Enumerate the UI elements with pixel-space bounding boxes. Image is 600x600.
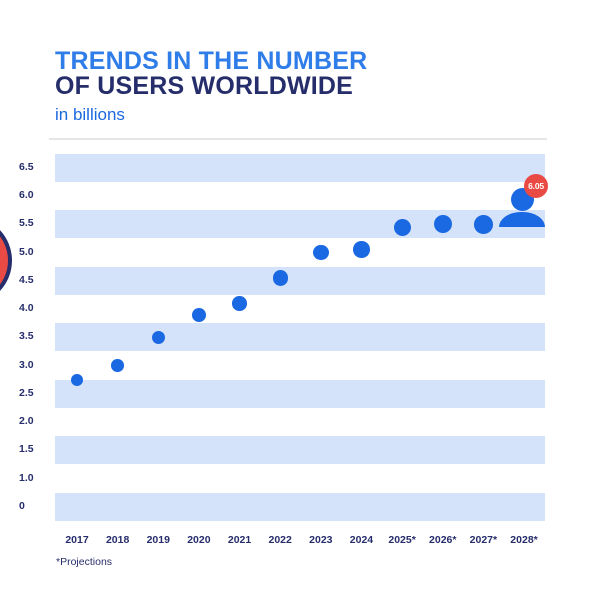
data-point	[111, 359, 124, 372]
x-tick-label: 2027*	[469, 534, 498, 546]
grid-band	[55, 266, 545, 295]
data-point	[433, 215, 452, 234]
x-tick-label: 2023	[309, 534, 333, 546]
data-point	[272, 270, 288, 286]
grid-band	[55, 379, 545, 408]
y-tick-label: 6.5	[19, 160, 34, 173]
data-point	[474, 215, 493, 234]
plot-top-border	[49, 138, 547, 140]
page-title: TRENDS IN THE NUMBER OF USERS WORLDWIDE	[55, 47, 368, 100]
y-tick-label: 6.0	[19, 189, 34, 202]
x-tick-label: 2018	[105, 534, 130, 546]
decorative-target-circle	[0, 216, 12, 305]
title-line-1: TRENDS IN THE NUMBER	[55, 47, 368, 75]
grid-band	[55, 492, 545, 521]
x-tick-label: 2017	[65, 534, 89, 546]
value-badge: 6.05	[524, 173, 549, 198]
grid-band	[55, 210, 545, 239]
x-tick-label: 2025*	[388, 534, 416, 546]
data-point	[353, 241, 370, 258]
y-tick-label: 2.5	[19, 386, 34, 399]
y-tick-label: 1.5	[19, 443, 34, 456]
y-tick-label: 5.0	[19, 245, 34, 258]
y-tick-label: 3.0	[19, 358, 34, 371]
data-point	[192, 307, 206, 322]
x-tick-label: 2028*	[510, 534, 538, 546]
y-tick-label: 2.0	[19, 415, 34, 428]
y-tick-label: 1.0	[19, 471, 34, 484]
y-tick-label: 4.0	[19, 302, 34, 315]
person-shoulders-icon	[499, 211, 546, 228]
x-tick-label: 2020	[187, 534, 211, 546]
title-line-2: OF USERS WORLDWIDE	[55, 71, 354, 100]
data-point	[232, 296, 247, 311]
y-tick-label: 3.5	[19, 330, 34, 343]
y-tick-label: 4.5	[19, 273, 34, 286]
x-tick-label: 2021	[227, 534, 252, 546]
y-tick-label: 5.5	[19, 217, 34, 230]
chart-subtitle: in billions	[55, 105, 125, 124]
grid-band	[55, 436, 545, 465]
x-tick-label: 2026*	[429, 534, 457, 546]
data-point	[312, 244, 329, 261]
x-tick-label: 2024	[349, 534, 374, 546]
x-tick-label: 2019	[146, 534, 170, 546]
projections-footnote: *Projections	[56, 556, 113, 568]
grid-band	[55, 323, 545, 352]
grid-band	[55, 153, 545, 182]
data-point	[71, 373, 83, 386]
y-tick-label: 0	[19, 499, 25, 512]
x-tick-label: 2022	[268, 534, 292, 546]
data-point	[151, 330, 165, 344]
data-point	[393, 218, 411, 236]
